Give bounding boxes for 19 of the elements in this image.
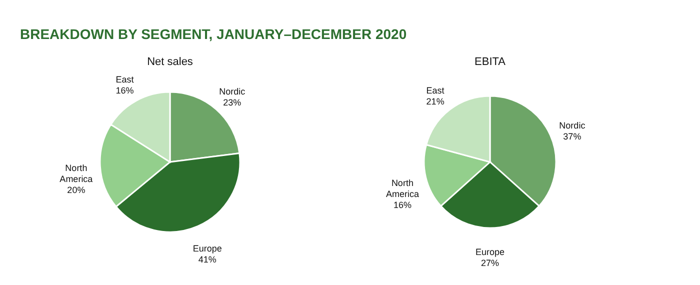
slice-label: Nordic [559, 120, 586, 130]
data-label: 16% [393, 200, 412, 210]
chart-title: EBITA [474, 56, 506, 68]
slice-label: North America [386, 178, 419, 199]
slice-label: Europe [475, 247, 505, 257]
text: BREAKDOWN BY SEGMENT, JANUARY–DECEMBER 2020 [20, 26, 407, 42]
slice-label: East [116, 74, 134, 85]
slice-label: Europe [192, 243, 222, 254]
chart-title: Net sales [147, 56, 194, 68]
slice-label: East [426, 86, 445, 96]
data-label: 16% [116, 86, 134, 96]
data-label: 21% [426, 96, 444, 107]
data-label: 37% [563, 131, 582, 142]
data-label: 41% [198, 254, 216, 264]
slice-label: Nordic [219, 86, 246, 96]
slice-label: North America [60, 162, 93, 184]
data-label: 20% [67, 184, 86, 195]
data-label: 27% [480, 258, 500, 268]
data-label: 23% [223, 97, 242, 108]
